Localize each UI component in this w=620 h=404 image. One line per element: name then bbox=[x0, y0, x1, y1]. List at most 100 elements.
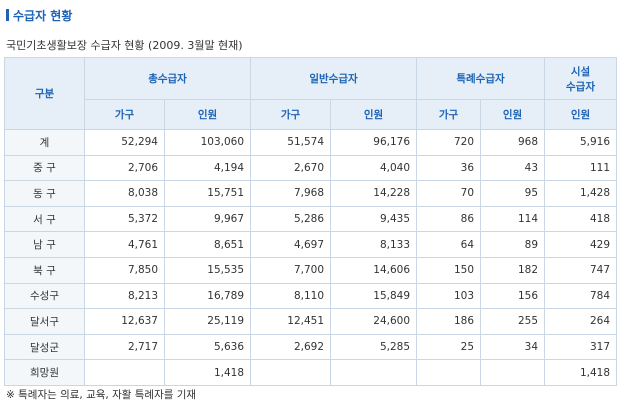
table-cell: 7,968 bbox=[250, 180, 332, 207]
table-cell: 12,637 bbox=[84, 308, 165, 335]
table-cell: 317 bbox=[544, 333, 618, 361]
table-cell: 2,670 bbox=[250, 154, 332, 182]
table-cell: 114 bbox=[480, 205, 546, 233]
header-facility-line1: 시설 bbox=[570, 65, 591, 78]
table-cell: 156 bbox=[480, 282, 546, 310]
row-label: 달성군 bbox=[4, 333, 85, 361]
table-cell: 429 bbox=[544, 231, 618, 258]
header-special-recipients: 특례수급자 bbox=[416, 57, 546, 100]
table-cell: 103,060 bbox=[163, 129, 252, 156]
row-label: 중 구 bbox=[4, 154, 85, 182]
table-cell bbox=[250, 359, 332, 386]
table-cell: 4,040 bbox=[330, 154, 418, 182]
table-cell: 968 bbox=[480, 129, 546, 156]
table-cell: 182 bbox=[480, 256, 546, 284]
table-cell: 5,285 bbox=[330, 333, 418, 361]
row-label: 북 구 bbox=[4, 256, 85, 284]
table-cell: 25 bbox=[416, 333, 482, 361]
table-cell: 15,751 bbox=[163, 180, 252, 207]
header-category: 구분 bbox=[4, 57, 85, 130]
table-cell: 4,761 bbox=[84, 231, 165, 258]
subheader-3: 인원 bbox=[330, 99, 418, 130]
table-cell: 16,789 bbox=[163, 282, 252, 310]
table-cell: 5,372 bbox=[84, 205, 165, 233]
subheader-0: 가구 bbox=[84, 99, 165, 130]
table-cell bbox=[330, 359, 418, 386]
row-label: 남 구 bbox=[4, 231, 85, 258]
table-cell: 14,606 bbox=[330, 256, 418, 284]
row-label: 희망원 bbox=[4, 359, 85, 386]
row-label: 서 구 bbox=[4, 205, 85, 233]
table-cell bbox=[480, 359, 546, 386]
row-label: 계 bbox=[4, 129, 85, 156]
table-cell: 7,700 bbox=[250, 256, 332, 284]
table-cell: 51,574 bbox=[250, 129, 332, 156]
table-cell: 784 bbox=[544, 282, 618, 310]
table-cell: 264 bbox=[544, 308, 618, 335]
table-cell bbox=[84, 359, 165, 386]
table-cell: 150 bbox=[416, 256, 482, 284]
table-cell: 14,228 bbox=[330, 180, 418, 207]
table-cell: 2,692 bbox=[250, 333, 332, 361]
table-cell: 64 bbox=[416, 231, 482, 258]
table-cell: 7,850 bbox=[84, 256, 165, 284]
table-cell: 8,110 bbox=[250, 282, 332, 310]
table-cell: 95 bbox=[480, 180, 546, 207]
table-cell: 15,535 bbox=[163, 256, 252, 284]
table-cell: 12,451 bbox=[250, 308, 332, 335]
row-label: 동 구 bbox=[4, 180, 85, 207]
subheader-5: 인원 bbox=[480, 99, 546, 130]
page-title-text: 수급자 현황 bbox=[13, 8, 73, 23]
row-label: 달서구 bbox=[4, 308, 85, 335]
table-cell: 86 bbox=[416, 205, 482, 233]
table-cell: 418 bbox=[544, 205, 618, 233]
table-cell: 5,636 bbox=[163, 333, 252, 361]
recipient-status-table: 구분 총수급자 일반수급자 특례수급자 시설 수급자 가구 인원 가구 인원 가구 인원 인… bbox=[4, 57, 618, 386]
table-cell: 24,600 bbox=[330, 308, 418, 335]
table-cell: 747 bbox=[544, 256, 618, 284]
table-caption: 국민기초생활보장 수급자 현황 (2009. 3월말 현재) bbox=[6, 39, 243, 52]
table-cell: 43 bbox=[480, 154, 546, 182]
table-row: 서 구 5,372 9,967 5,286 9,435 86 114 418 bbox=[4, 205, 618, 233]
header-total-recipients: 총수급자 bbox=[83, 57, 252, 100]
table-row: 달성군 2,717 5,636 2,692 5,285 25 34 317 bbox=[4, 333, 618, 361]
table-cell bbox=[416, 359, 482, 386]
table-cell: 9,435 bbox=[330, 205, 418, 233]
table-cell: 89 bbox=[480, 231, 546, 258]
footnote: ※ 특례자는 의료, 교육, 자활 특례자를 기재 bbox=[6, 389, 197, 401]
subheader-1: 인원 bbox=[163, 99, 252, 130]
row-label: 수성구 bbox=[4, 282, 85, 310]
table-cell: 15,849 bbox=[330, 282, 418, 310]
table-cell: 255 bbox=[480, 308, 546, 335]
table-cell: 4,194 bbox=[163, 154, 252, 182]
table-cell: 111 bbox=[544, 154, 618, 182]
title-bar-icon bbox=[6, 9, 9, 21]
table-row: 북 구 7,850 15,535 7,700 14,606 150 182 747 bbox=[4, 256, 618, 284]
header-general-recipients: 일반수급자 bbox=[250, 57, 418, 100]
table-cell: 103 bbox=[416, 282, 482, 310]
table-cell: 2,717 bbox=[84, 333, 165, 361]
table-cell: 5,286 bbox=[250, 205, 332, 233]
table-cell: 4,697 bbox=[250, 231, 332, 258]
table-body: 계 52,294 103,060 51,574 96,176 720 968 5,916 중 구… bbox=[4, 129, 618, 386]
table-cell: 8,651 bbox=[163, 231, 252, 258]
header-facility-line2: 수급자 bbox=[566, 80, 595, 93]
table-row: 남 구 4,761 8,651 4,697 8,133 64 89 429 bbox=[4, 231, 618, 258]
table-cell: 186 bbox=[416, 308, 482, 335]
table-cell: 1,418 bbox=[544, 359, 618, 386]
table-cell: 5,916 bbox=[544, 129, 618, 156]
subheader-4: 가구 bbox=[416, 99, 482, 130]
table-row: 희망원 1,418 1,418 bbox=[4, 359, 618, 386]
table-cell: 52,294 bbox=[84, 129, 165, 156]
subheader-2: 가구 bbox=[250, 99, 332, 130]
subheader-6: 인원 bbox=[544, 99, 618, 130]
table-cell: 96,176 bbox=[330, 129, 418, 156]
header-facility-recipients: 시설 수급자 bbox=[544, 57, 618, 100]
table-row: 중 구 2,706 4,194 2,670 4,040 36 43 111 bbox=[4, 154, 618, 182]
table-cell: 1,428 bbox=[544, 180, 618, 207]
table-cell: 8,213 bbox=[84, 282, 165, 310]
table-cell: 720 bbox=[416, 129, 482, 156]
table-cell: 34 bbox=[480, 333, 546, 361]
table-row: 수성구 8,213 16,789 8,110 15,849 103 156 784 bbox=[4, 282, 618, 310]
table-cell: 1,418 bbox=[163, 359, 252, 386]
